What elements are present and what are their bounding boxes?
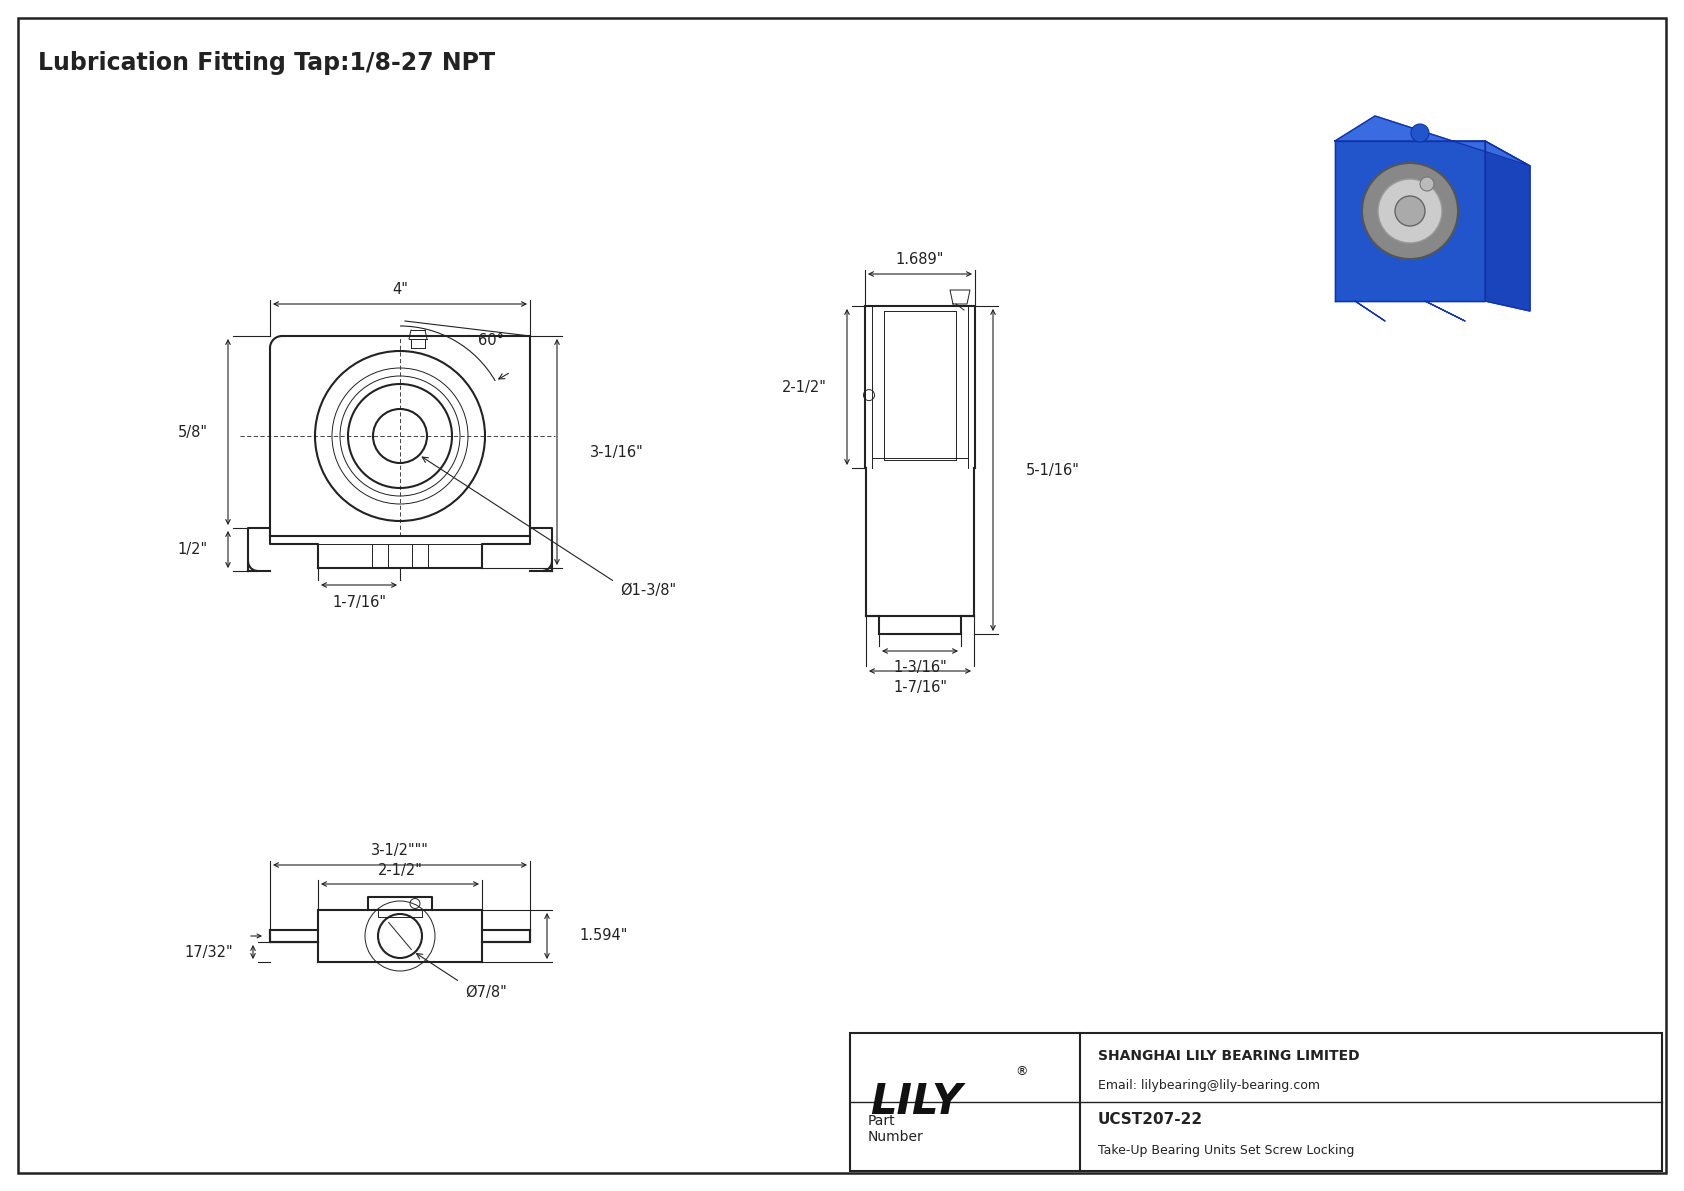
Text: 2-1/2": 2-1/2" (781, 380, 827, 394)
Bar (850, 1033, 1662, 1171)
Text: SHANGHAI LILY BEARING LIMITED: SHANGHAI LILY BEARING LIMITED (1098, 1049, 1359, 1064)
Text: LILY: LILY (871, 1081, 962, 1123)
Text: Email: lilybearing@lily-bearing.com: Email: lilybearing@lily-bearing.com (1098, 1079, 1320, 1092)
Text: 3-1/2""": 3-1/2""" (370, 843, 429, 858)
Text: 1-7/16": 1-7/16" (332, 596, 386, 610)
Text: ®: ® (1015, 1065, 1027, 1078)
Text: 5-1/16": 5-1/16" (1026, 462, 1079, 478)
Circle shape (1362, 163, 1458, 258)
Polygon shape (1485, 141, 1531, 311)
Text: 1.594": 1.594" (579, 929, 628, 943)
Polygon shape (1425, 301, 1465, 322)
Text: 4": 4" (392, 282, 408, 297)
Text: Ø7/8": Ø7/8" (465, 985, 507, 999)
Text: 3-1/16": 3-1/16" (589, 444, 643, 460)
Text: UCST207-22: UCST207-22 (1098, 1112, 1202, 1127)
Text: 60°: 60° (478, 333, 504, 349)
Text: 2-1/2": 2-1/2" (377, 863, 423, 878)
Text: 5/8": 5/8" (179, 424, 209, 439)
Polygon shape (1335, 141, 1485, 301)
Circle shape (1411, 124, 1430, 142)
Polygon shape (1335, 116, 1531, 166)
Text: Ø1-3/8": Ø1-3/8" (620, 582, 675, 598)
Circle shape (1420, 177, 1435, 191)
Text: 1.689": 1.689" (896, 252, 945, 267)
Text: Part
Number: Part Number (867, 1114, 925, 1145)
Polygon shape (1356, 301, 1384, 322)
Text: 17/32": 17/32" (184, 944, 232, 960)
Text: 1-3/16": 1-3/16" (893, 660, 946, 675)
Circle shape (1378, 179, 1442, 243)
Circle shape (1394, 197, 1425, 226)
Text: 1-7/16": 1-7/16" (893, 680, 946, 696)
Text: 1/2": 1/2" (179, 542, 209, 557)
Text: Take-Up Bearing Units Set Screw Locking: Take-Up Bearing Units Set Screw Locking (1098, 1145, 1354, 1156)
Text: Lubrication Fitting Tap:1/8-27 NPT: Lubrication Fitting Tap:1/8-27 NPT (39, 51, 495, 75)
